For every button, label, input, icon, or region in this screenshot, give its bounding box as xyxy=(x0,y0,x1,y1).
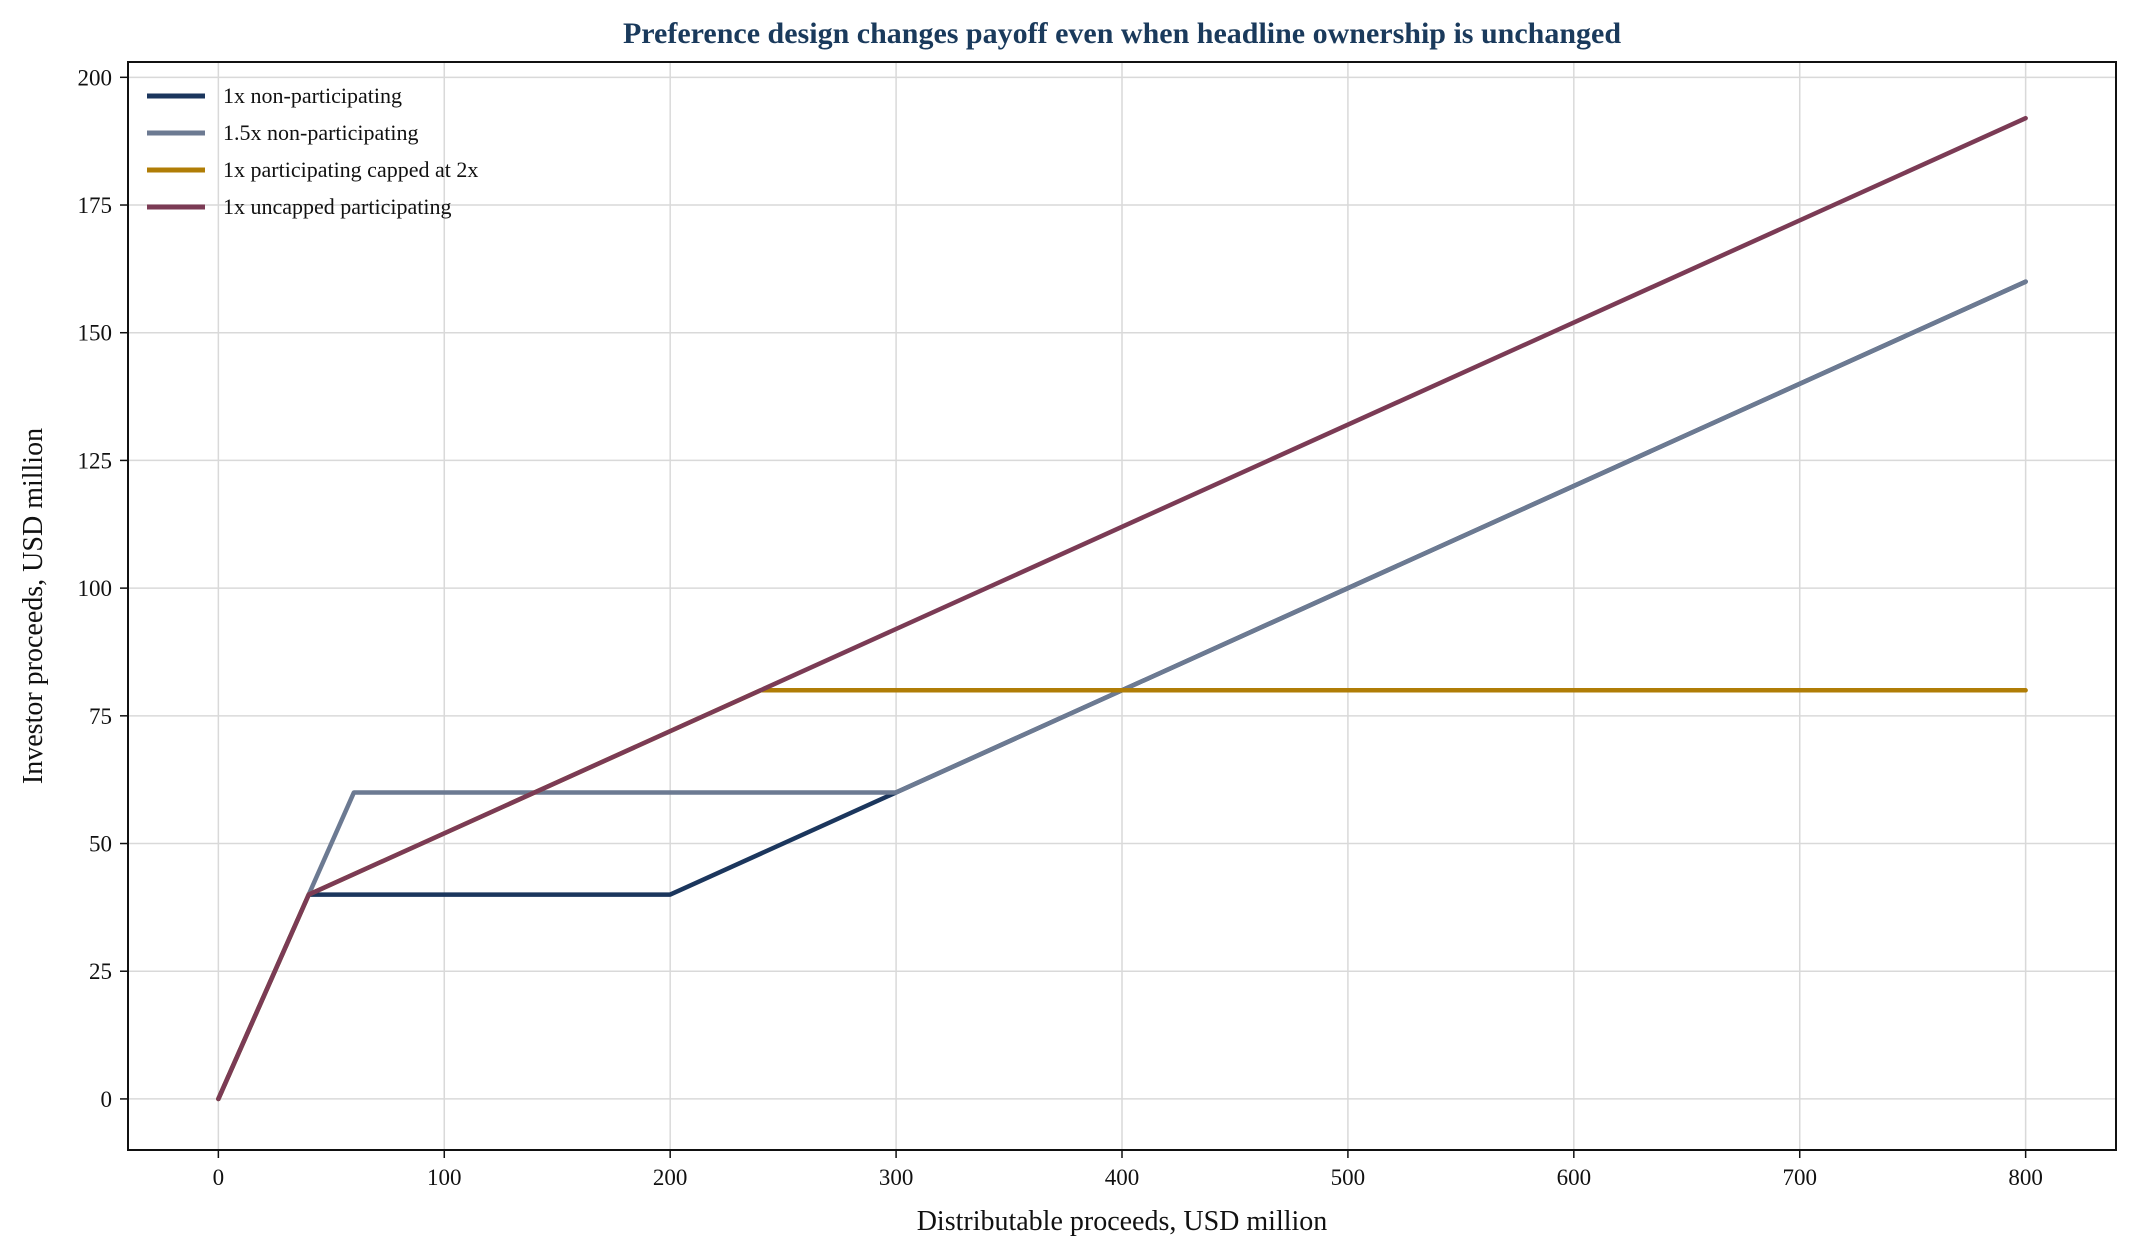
grid xyxy=(128,62,2116,1150)
chart-title: Preference design changes payoff even wh… xyxy=(623,17,1621,50)
y-tick-label: 125 xyxy=(78,448,113,473)
x-axis-label: Distributable proceeds, USD million xyxy=(917,1206,1328,1237)
y-tick-label: 75 xyxy=(89,704,112,729)
x-tick-label: 500 xyxy=(1331,1165,1366,1190)
legend-entry-label: 1x non-participating xyxy=(223,83,402,108)
x-tick-label: 300 xyxy=(879,1165,914,1190)
y-tick-label: 0 xyxy=(101,1087,113,1112)
legend-entry-label: 1x participating capped at 2x xyxy=(223,157,478,182)
y-tick-label: 200 xyxy=(78,65,113,90)
x-tick-label: 400 xyxy=(1105,1165,1140,1190)
legend: 1x non-participating 1.5x non-participati… xyxy=(147,83,478,219)
axis-ticks: 0 100 200 300 400 500 600 700 800 0 25 50 75 100 125 15… xyxy=(78,65,2043,1190)
series-lines xyxy=(216,115,2028,1102)
y-tick-label: 50 xyxy=(89,832,112,857)
series-line-4 xyxy=(216,115,2028,1102)
y-axis-label: Investor proceeds, USD million xyxy=(18,428,49,784)
y-tick-label: 25 xyxy=(89,959,112,984)
legend-entry-label: 1.5x non-participating xyxy=(223,120,419,145)
x-tick-label: 100 xyxy=(427,1165,462,1190)
x-tick-label: 0 xyxy=(213,1165,225,1190)
y-tick-label: 175 xyxy=(78,193,113,218)
x-tick-label: 200 xyxy=(653,1165,688,1190)
x-tick-label: 800 xyxy=(2008,1165,2043,1190)
legend-entry-label: 1x uncapped participating xyxy=(223,194,451,219)
y-tick-label: 100 xyxy=(78,576,113,601)
x-tick-label: 600 xyxy=(1557,1165,1592,1190)
y-tick-label: 150 xyxy=(78,321,113,346)
x-tick-label: 700 xyxy=(1782,1165,1817,1190)
